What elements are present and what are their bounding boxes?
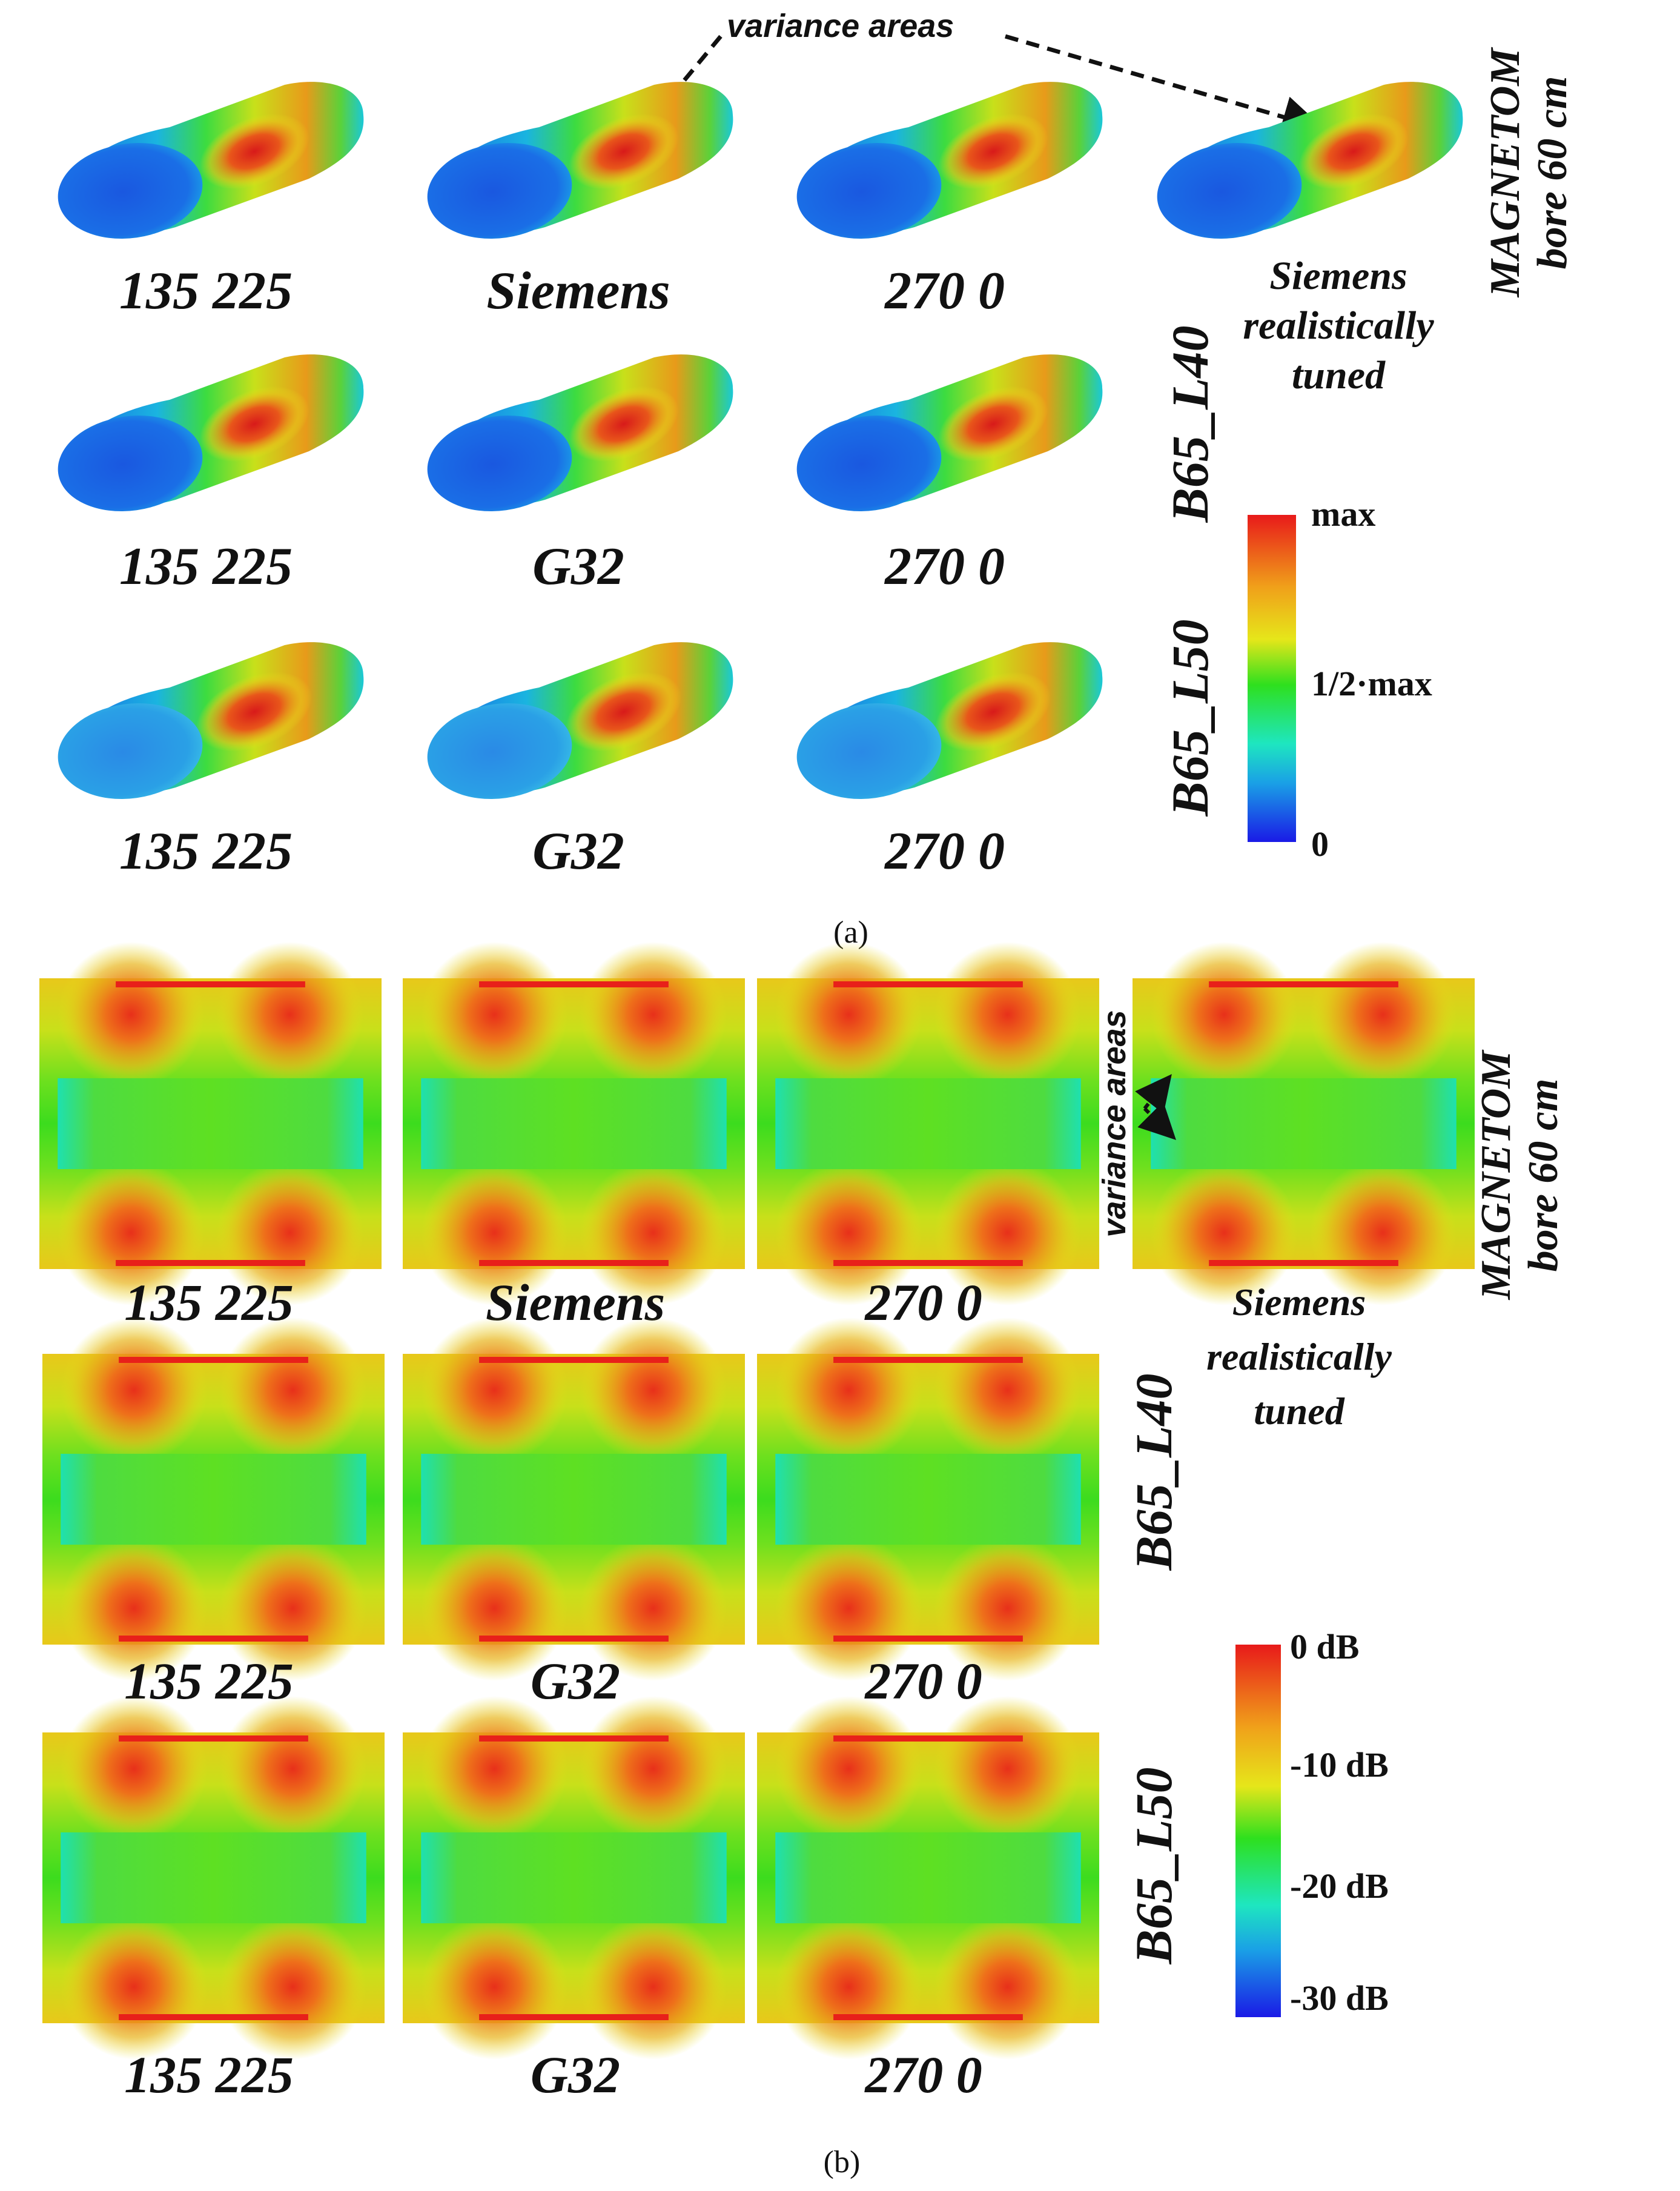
label-b-row3-col3: 270 0 (865, 2046, 982, 2104)
colorbar-a-max: max (1311, 494, 1376, 534)
field-row2-col3 (757, 1318, 1099, 1681)
field-row2-col1 (42, 1318, 385, 1681)
cylinder-row1-col1 (51, 82, 364, 248)
label-a-row2-col3: 270 0 (885, 537, 1005, 596)
cylinder-row1-col3 (790, 82, 1103, 248)
caption-b: (b) (823, 2145, 861, 2179)
cylinder-row2-col1 (51, 354, 364, 520)
label-a-row1-col1: 135 225 (119, 262, 293, 320)
row-label-a-b65-l50: B65_L50 (1161, 619, 1219, 817)
colorbar-a-zero: 0 (1311, 824, 1329, 864)
colorbar-b-fill (1235, 1645, 1281, 2017)
tuned-label-a: Siemens realistically tuned (1243, 254, 1434, 397)
row-label-b-magnetom: MAGNETOM bore 60 cm (1473, 1050, 1567, 1300)
cylinder-row3-col2 (421, 642, 733, 808)
colorbar-a-half: 1/2·max (1311, 664, 1432, 703)
annotation-variance-areas-b: variance areas (1096, 1010, 1133, 1238)
field-row1-col3 (757, 942, 1099, 1305)
row-label-b-b65-l50: B65_L50 (1125, 1767, 1183, 1964)
label-a-row3-col2: G32 (532, 822, 624, 881)
cylinder-row1-col4 (1151, 82, 1463, 248)
label-a-row1-col3: 270 0 (885, 262, 1005, 320)
cylinder-row2-col3 (790, 354, 1103, 520)
label-a-row2-col2: G32 (532, 537, 624, 596)
field-row1-col2 (403, 942, 745, 1305)
label-b-row1-col3: 270 0 (865, 1273, 982, 1331)
label-b-row2-col2: G32 (530, 1652, 621, 1710)
row-label-a-magnetom: MAGNETOM bore 60 cm (1482, 48, 1576, 297)
annotation-variance-areas-a: variance areas (727, 8, 954, 44)
label-b-row2-col3: 270 0 (865, 1652, 982, 1710)
colorbar-b-0db: 0 dB (1290, 1627, 1360, 1666)
cylinder-row1-col2 (421, 82, 733, 248)
field-row3-col3 (757, 1696, 1099, 2060)
cylinder-row3-col1 (51, 642, 364, 808)
colorbar-b-20db: -20 dB (1290, 1866, 1389, 1906)
label-a-row3-col3: 270 0 (885, 822, 1005, 881)
field-row2-col2 (403, 1318, 745, 1681)
cylinder-row3-col3 (790, 642, 1103, 808)
cylinder-row2-col2 (421, 354, 733, 520)
label-a-row2-col1: 135 225 (119, 537, 293, 596)
colorbar-b-30db: -30 dB (1290, 1978, 1389, 2018)
tuned-label-b: Siemens realistically tuned (1206, 1281, 1392, 1433)
field-row3-col2 (403, 1696, 745, 2060)
label-b-row3-col1: 135 225 (124, 2046, 294, 2104)
row-label-a-b65-l40: B65_L40 (1161, 325, 1219, 523)
colorbar-a (1248, 515, 1296, 842)
field-row3-col1 (42, 1696, 385, 2060)
label-a-row1-col2: Siemens (486, 262, 670, 320)
colorbar-a-fill (1248, 515, 1296, 842)
field-row1-col1 (39, 942, 382, 1305)
colorbar-b (1235, 1645, 1281, 2017)
annotation-arrows-b (1135, 1074, 1176, 1140)
label-a-row3-col1: 135 225 (119, 822, 293, 881)
label-b-row3-col2: G32 (530, 2046, 621, 2104)
row-label-b-b65-l40: B65_L40 (1125, 1373, 1183, 1571)
colorbar-b-10db: -10 dB (1290, 1745, 1389, 1785)
